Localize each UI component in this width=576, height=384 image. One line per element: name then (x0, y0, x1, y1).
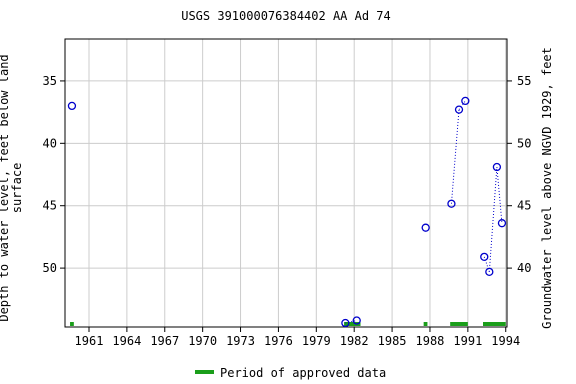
legend-label: Period of approved data (220, 366, 386, 380)
data-point (352, 316, 361, 325)
x-tick-label: 1985 (378, 334, 407, 348)
y-axis-label: Depth to water level, feet below landsur… (0, 54, 24, 321)
y-tick-label: 40 (43, 136, 57, 150)
x-tick-label: 1976 (264, 334, 293, 348)
connector (450, 109, 460, 204)
y-tick-label: 35 (43, 74, 57, 88)
connector (488, 166, 498, 272)
approved-period (70, 322, 74, 326)
y-tick-label: 45 (43, 199, 57, 213)
y2-tick-label: 40 (517, 261, 531, 275)
data-point (67, 101, 77, 111)
plot-frame (64, 38, 508, 328)
data-point (454, 105, 464, 114)
y2-tick-label: 45 (517, 199, 531, 213)
data-point (497, 219, 507, 228)
approved-period (423, 322, 428, 326)
y2-axis-label: Groundwater level above NGVD 1929, feet (540, 47, 554, 329)
connector (345, 320, 357, 324)
chart-title: USGS 391000076384402 AA Ad 74 (181, 9, 391, 23)
approved-period (344, 322, 361, 326)
x-tick-label: 1964 (112, 334, 141, 348)
x-tick-label: 1970 (188, 334, 217, 348)
approved-period (450, 322, 468, 326)
y-axis-label-text: surface (10, 163, 24, 214)
connector (496, 166, 503, 224)
data-point (461, 96, 470, 106)
x-tick-label: 1991 (453, 334, 482, 348)
y2-tick-label: 55 (517, 74, 531, 88)
data-point (341, 318, 350, 328)
y-tick-label: 50 (43, 261, 57, 275)
data-point (485, 267, 494, 276)
x-tick-label: 1979 (302, 334, 331, 348)
x-tick-label: 1994 (491, 334, 520, 348)
x-tick-label: 1973 (226, 334, 255, 348)
data-point (492, 162, 502, 172)
y2-tick-label: 50 (517, 136, 531, 150)
x-tick-label: 1982 (340, 334, 369, 348)
approved-period (483, 322, 506, 326)
y-axis-label-text: Depth to water level, feet below land (0, 54, 11, 321)
x-tick-label: 1988 (416, 334, 445, 348)
x-tick-label: 1967 (150, 334, 179, 348)
x-tick-label: 1961 (75, 334, 104, 348)
data-point (447, 199, 456, 208)
data-point (421, 223, 430, 232)
data-point (480, 252, 489, 262)
